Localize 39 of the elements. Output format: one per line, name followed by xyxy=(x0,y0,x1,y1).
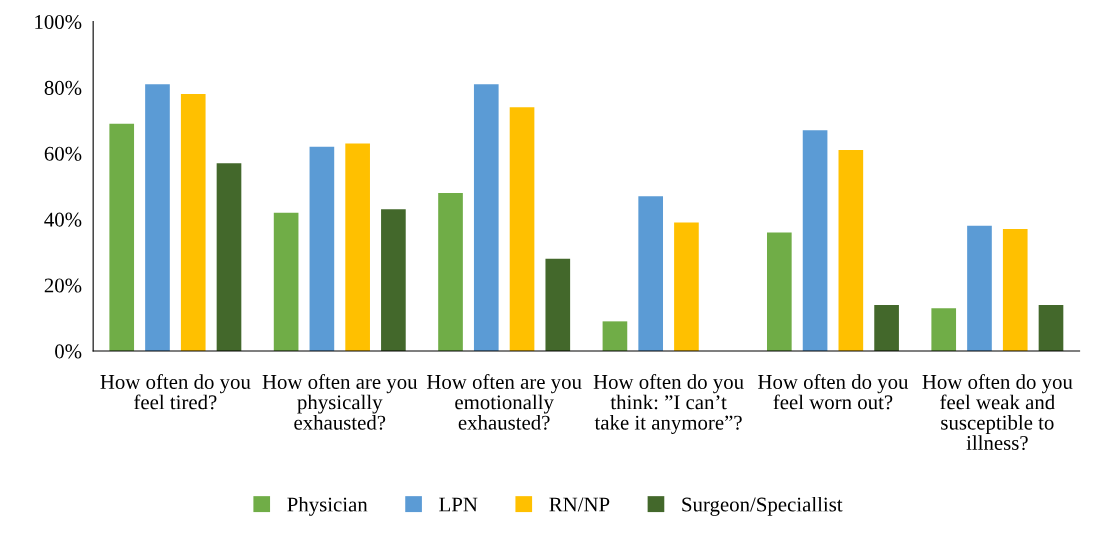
bar xyxy=(545,258,571,351)
x-tick-label: How often do you feel tired? xyxy=(100,374,251,410)
x-tick-label: How often do you feel worn out? xyxy=(758,374,909,410)
legend-label: LPN xyxy=(439,497,478,512)
bar xyxy=(766,232,792,351)
bar xyxy=(509,107,535,351)
bar xyxy=(967,225,992,351)
bar xyxy=(931,308,957,351)
bar xyxy=(874,304,899,351)
x-tick-label: How often do you feel weak and susceptible to illness? xyxy=(922,374,1073,451)
y-tick-label: 100% xyxy=(35,14,82,30)
bar xyxy=(638,196,664,351)
bar xyxy=(1038,304,1064,351)
x-tick-label: How often are you emotionally exhausted? xyxy=(426,374,582,430)
legend-label: RN/NP xyxy=(549,497,610,512)
bar xyxy=(473,84,499,351)
bar xyxy=(438,192,463,351)
bar xyxy=(674,222,699,351)
bar xyxy=(838,150,864,351)
y-tick-label: 0% xyxy=(55,344,82,359)
x-tick-label: How often are you physically exhausted? xyxy=(262,374,418,430)
legend-label: Surgeon/Speciallist xyxy=(682,496,843,516)
bar xyxy=(345,143,370,351)
y-tick-label: 40% xyxy=(44,212,82,227)
y-tick-label: 20% xyxy=(44,278,82,293)
bar xyxy=(381,209,406,351)
bar xyxy=(145,84,170,351)
bar xyxy=(309,146,335,351)
y-tick-label: 60% xyxy=(44,146,82,161)
x-tick-label: How often do you think: ”I can’t take it anymore”? xyxy=(593,374,744,434)
bar xyxy=(602,321,628,351)
bar xyxy=(216,163,242,351)
legend-label: Physician xyxy=(287,496,368,516)
bar xyxy=(802,130,828,351)
bar xyxy=(273,212,299,351)
y-tick-label: 80% xyxy=(44,80,82,95)
bar xyxy=(180,94,206,351)
bar xyxy=(109,123,135,351)
bar xyxy=(1002,229,1028,351)
